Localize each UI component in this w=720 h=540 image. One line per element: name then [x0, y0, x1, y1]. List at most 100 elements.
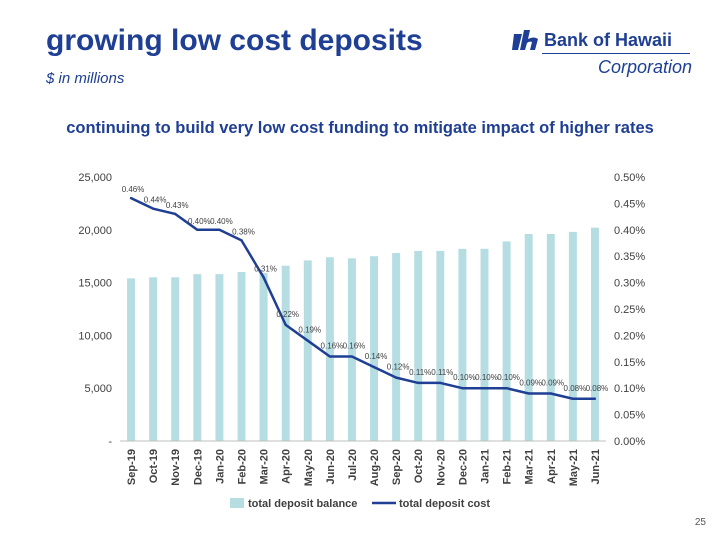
x-axis-category-label: May-21 — [568, 449, 580, 486]
deposit-cost-point — [417, 381, 420, 385]
deposit-cost-point — [129, 196, 133, 200]
legend-bar-swatch — [230, 498, 244, 508]
deposit-cost-point — [527, 392, 530, 395]
deposit-cost-point — [306, 339, 309, 342]
x-axis-category-label: Apr-20 — [281, 449, 293, 484]
deposit-cost-data-label: 0.12% — [387, 363, 410, 372]
deposit-balance-bar — [347, 258, 356, 441]
deposit-cost-point — [196, 228, 199, 231]
right-axis-tick-label: 0.30% — [614, 278, 645, 290]
left-axis-tick-label: 25,000 — [78, 172, 112, 184]
deposit-cost-data-label: 0.40% — [210, 217, 233, 226]
deposit-cost-data-label: 0.16% — [321, 342, 344, 351]
deposit-cost-data-label: 0.10% — [453, 373, 476, 382]
left-axis-tick-label: 10,000 — [78, 330, 112, 342]
x-axis-category-label: Oct-19 — [148, 449, 160, 483]
x-axis-category-label: Jun-20 — [325, 449, 337, 484]
x-axis-category-label: Nov-19 — [170, 449, 182, 486]
x-axis-category-label: Mar-21 — [524, 449, 536, 484]
deposit-balance-bar — [590, 227, 599, 441]
right-axis-tick-label: 0.00% — [614, 436, 645, 448]
right-axis-tick-label: 0.35% — [614, 251, 645, 263]
deposit-balance-bar — [325, 257, 334, 441]
deposit-balance-bar — [436, 250, 445, 441]
x-axis-category-label: Feb-21 — [502, 449, 514, 484]
deposit-cost-point — [461, 387, 464, 390]
deposit-cost-data-label: 0.43% — [166, 201, 189, 210]
right-axis-tick-label: 0.20% — [614, 330, 645, 342]
deposit-cost-point — [240, 239, 243, 242]
x-axis-category-label: Apr-21 — [546, 449, 558, 484]
deposit-cost-point — [372, 365, 376, 369]
x-axis-category-label: Nov-20 — [435, 449, 447, 486]
headline: continuing to build very low cost fundin… — [66, 119, 654, 137]
deposit-cost-data-label: 0.16% — [343, 342, 366, 351]
deposit-cost-data-label: 0.19% — [298, 326, 321, 335]
page-subtitle: $ in millions — [46, 70, 125, 87]
x-axis-category-label: Aug-20 — [369, 449, 381, 486]
deposit-cost-point — [174, 212, 177, 216]
x-axis-category-label: Dec-20 — [457, 449, 469, 485]
deposit-cost-point — [284, 323, 287, 327]
deposit-balance-bar — [259, 273, 268, 441]
bank-logo: Bank of Hawaii Corporation — [512, 30, 692, 80]
logo-corporation: Corporation — [598, 57, 693, 77]
left-axis-tick-label: - — [108, 436, 112, 448]
page-title: growing low cost deposits — [46, 24, 423, 57]
right-axis-tick-label: 0.45% — [614, 198, 645, 210]
deposit-cost-point — [394, 376, 398, 379]
deposit-cost-point — [549, 392, 552, 395]
deposit-balance-bar — [215, 274, 224, 441]
deposit-cost-data-label: 0.11% — [431, 368, 453, 377]
logo-rule — [542, 53, 690, 54]
deposit-cost-data-label: 0.09% — [519, 378, 542, 387]
deposit-balance-bar — [127, 278, 136, 441]
right-axis-tick-label: 0.40% — [614, 225, 645, 237]
deposit-cost-data-label: 0.40% — [188, 217, 211, 226]
deposit-cost-data-label: 0.08% — [564, 384, 587, 393]
x-axis-category-label: Mar-20 — [259, 449, 271, 484]
deposit-balance-bar — [193, 274, 202, 441]
right-axis-tick-label: 0.25% — [614, 304, 645, 316]
deposit-balance-bar — [524, 234, 533, 441]
deposit-cost-data-label: 0.44% — [144, 196, 167, 205]
x-axis-category-label: Jun-21 — [590, 449, 602, 484]
deposit-cost-data-label: 0.08% — [586, 384, 609, 393]
deposit-cost-point — [151, 207, 155, 210]
legend-bar-label: total deposit balance — [248, 498, 357, 510]
deposit-cost-point — [350, 355, 354, 358]
right-axis-tick-label: 0.05% — [614, 410, 645, 422]
deposit-cost-data-label: 0.10% — [497, 373, 520, 382]
deposit-cost-point — [571, 397, 575, 400]
left-axis-tick-label: 20,000 — [78, 225, 112, 237]
right-axis-tick-label: 0.15% — [614, 357, 645, 369]
deposit-cost-line — [130, 196, 595, 401]
deposit-balance-bar — [502, 241, 511, 441]
deposit-cost-data-label: 0.11% — [409, 368, 431, 377]
x-axis-category-label: Oct-20 — [413, 449, 425, 483]
deposit-balance-bar — [171, 277, 180, 441]
deposit-cost-point — [328, 355, 332, 358]
deposit-balance-bar — [237, 272, 246, 441]
legend-line-label: total deposit cost — [399, 498, 490, 510]
deposit-cost-data-label: 0.10% — [475, 373, 498, 382]
deposit-balance-bar — [303, 260, 312, 441]
x-axis-category-label: May-20 — [303, 449, 315, 486]
x-axis-category-label: Feb-20 — [237, 449, 249, 484]
deposit-cost-point — [439, 381, 442, 385]
deposit-cost-data-label: 0.22% — [276, 310, 299, 319]
deposit-balance-bar — [480, 248, 489, 441]
deposit-chart: - 5,000 10,000 15,000 20,000 25,000 0.00% 0.05%… — [78, 172, 645, 510]
page-number: 25 — [694, 517, 706, 528]
x-axis-category-label: Jan-21 — [480, 449, 492, 484]
deposit-balance-bar — [458, 248, 467, 441]
x-axis-category-label: Sep-19 — [126, 449, 138, 485]
deposit-cost-point — [593, 397, 597, 400]
deposit-cost-point — [262, 276, 265, 279]
deposit-cost-data-label: 0.09% — [541, 378, 564, 387]
logo-mark-icon — [512, 30, 538, 50]
x-axis-category-label: Jul-20 — [347, 449, 359, 481]
deposit-balance-bar — [568, 231, 577, 441]
deposit-cost-data-label: 0.14% — [365, 352, 388, 361]
right-axis-tick-label: 0.50% — [614, 172, 645, 184]
